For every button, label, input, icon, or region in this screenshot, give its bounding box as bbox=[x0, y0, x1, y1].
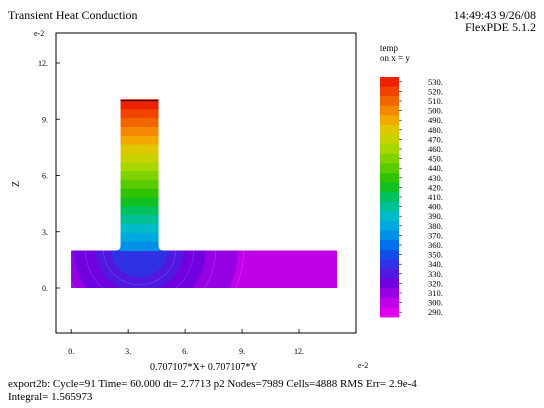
legend-level-label: 300. bbox=[428, 298, 443, 308]
version-label: FlexPDE 5.1.2 bbox=[464, 20, 536, 34]
legend-swatch bbox=[380, 77, 399, 87]
legend-swatch bbox=[380, 278, 399, 289]
fin-band bbox=[120, 135, 159, 146]
legend-swatch bbox=[380, 96, 399, 107]
x-tick-label: 12. bbox=[294, 347, 304, 356]
legend-level-label: 440. bbox=[428, 163, 443, 173]
legend-swatch bbox=[380, 269, 399, 279]
fin-band bbox=[120, 126, 159, 137]
legend-swatch bbox=[380, 307, 399, 318]
fin-band bbox=[120, 118, 159, 128]
fin-band bbox=[120, 197, 159, 207]
legend-level-label: 330. bbox=[428, 269, 443, 279]
legend-level-label: 400. bbox=[428, 202, 443, 212]
slab-contours bbox=[71, 250, 244, 288]
x-tick-label: 9. bbox=[239, 347, 245, 356]
legend-level-label: 470. bbox=[428, 134, 443, 144]
x-axis-label: 0.707107*X+ 0.707107*Y bbox=[150, 362, 258, 373]
y-tick-label: 9. bbox=[42, 115, 48, 124]
legend-swatch bbox=[380, 221, 399, 231]
legend-level-label: 380. bbox=[428, 221, 443, 231]
legend-swatch bbox=[380, 297, 399, 308]
y-tick-label: 6. bbox=[42, 172, 48, 181]
legend-level-label: 480. bbox=[428, 125, 443, 135]
legend-swatch bbox=[380, 105, 399, 116]
legend-swatch bbox=[380, 153, 399, 164]
fin-band bbox=[120, 100, 159, 110]
legend-level-label: 520. bbox=[428, 86, 443, 96]
fin-band bbox=[120, 179, 159, 190]
fin-band bbox=[120, 215, 159, 225]
fin-fillet-left bbox=[115, 245, 121, 251]
y-exponent-label: e-2 bbox=[34, 29, 45, 38]
legend-level-label: 500. bbox=[428, 106, 443, 116]
legend-swatch bbox=[380, 240, 399, 251]
legend-swatch bbox=[380, 201, 399, 212]
fin-band bbox=[120, 109, 159, 119]
y-tick-label: 0. bbox=[42, 284, 48, 293]
legend-level-label: 430. bbox=[428, 173, 443, 183]
fin-band bbox=[120, 206, 159, 216]
x-exponent-label: e-2 bbox=[358, 361, 369, 370]
legend-level-label: 510. bbox=[428, 96, 443, 106]
legend-level-label: 530. bbox=[428, 77, 443, 87]
legend-swatch bbox=[380, 115, 399, 126]
legend-swatch bbox=[380, 259, 399, 270]
legend-level-label: 450. bbox=[428, 154, 443, 164]
fin-band bbox=[120, 144, 159, 155]
legend-level-label: 290. bbox=[428, 307, 443, 317]
fin-fillet-right bbox=[158, 245, 164, 251]
legend-swatch bbox=[380, 163, 399, 174]
legend-level-label: 490. bbox=[428, 115, 443, 125]
legend-level-label: 320. bbox=[428, 278, 443, 288]
x-tick-label: 6. bbox=[182, 347, 188, 356]
vertical-fin bbox=[115, 99, 164, 252]
y-tick-label: 12. bbox=[38, 59, 48, 68]
footer-integral: Integral= 1.565973 bbox=[8, 391, 93, 403]
fin-band bbox=[120, 224, 159, 234]
legend-level-label: 460. bbox=[428, 144, 443, 154]
legend-level-label: 350. bbox=[428, 250, 443, 260]
legend-swatch bbox=[380, 288, 399, 299]
legend-level-label: 360. bbox=[428, 240, 443, 250]
legend-level-label: 390. bbox=[428, 211, 443, 221]
legend-title: temp bbox=[380, 43, 398, 53]
legend-level-label: 410. bbox=[428, 192, 443, 202]
x-tick-label: 3. bbox=[125, 347, 131, 356]
legend-swatch bbox=[380, 144, 399, 155]
fin-band bbox=[120, 188, 159, 199]
legend-swatch bbox=[380, 86, 399, 97]
legend-level-label: 340. bbox=[428, 259, 443, 269]
fin-band bbox=[120, 232, 159, 243]
legend-swatch bbox=[380, 125, 399, 135]
legend-swatch bbox=[380, 230, 399, 241]
legend-level-label: 420. bbox=[428, 182, 443, 192]
fin-band bbox=[120, 153, 159, 163]
legend-level-label: 370. bbox=[428, 230, 443, 240]
legend-swatch bbox=[380, 249, 399, 260]
fin-band bbox=[120, 241, 159, 252]
legend-subtitle: on x = y bbox=[380, 53, 410, 63]
legend-swatch bbox=[380, 192, 399, 203]
footer-status: export2b: Cycle=91 Time= 60.000 dt= 2.77… bbox=[8, 378, 417, 390]
contour-band bbox=[111, 250, 168, 278]
y-tick-label: 3. bbox=[42, 228, 48, 237]
fin-band bbox=[120, 162, 159, 172]
plot-frame bbox=[55, 32, 357, 334]
page-title: Transient Heat Conduction bbox=[8, 8, 138, 22]
legend-swatch bbox=[380, 173, 399, 183]
legend-swatch bbox=[380, 182, 399, 193]
legend-swatch bbox=[380, 134, 399, 145]
legend-swatch bbox=[380, 211, 399, 222]
legend-level-label: 310. bbox=[428, 288, 443, 298]
x-tick-label: 0. bbox=[68, 347, 74, 356]
fin-band bbox=[120, 171, 159, 181]
contour-line bbox=[103, 250, 176, 286]
timestamp: 14:49:43 9/26/08 bbox=[453, 8, 536, 22]
